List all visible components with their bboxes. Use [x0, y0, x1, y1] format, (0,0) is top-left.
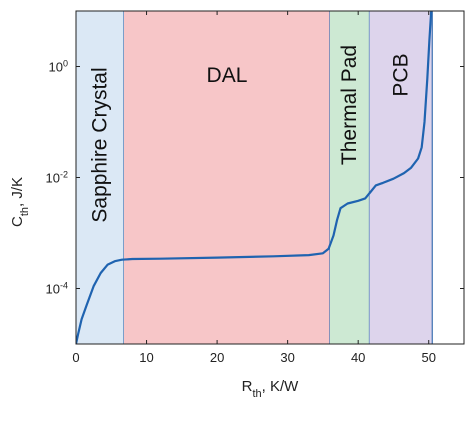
series-line: [76, 11, 433, 344]
x-tick-label: 40: [351, 350, 365, 365]
x-tick-label: 0: [72, 350, 79, 365]
y-axis-label: Cth, J/K: [9, 177, 31, 227]
x-tick-label: 10: [139, 350, 153, 365]
x-tick-label: 20: [210, 350, 224, 365]
region-band: [329, 11, 370, 344]
x-tick-label: 50: [421, 350, 435, 365]
series-group: [76, 11, 433, 344]
region-label: DAL: [207, 64, 248, 87]
y-axis: 10-4 10-2 100: [46, 59, 464, 297]
y-tick-label: 10-2: [46, 170, 68, 186]
region-band: [76, 11, 124, 344]
y-tick-label: 10-4: [46, 281, 68, 297]
x-axis: 0 10 20 30 40 50: [72, 11, 436, 365]
region-band: [369, 11, 433, 344]
region-band: [123, 11, 330, 344]
region-label: Thermal Pad: [338, 45, 361, 165]
region-label: Sapphire Crystal: [88, 67, 111, 222]
x-tick-label: 30: [280, 350, 294, 365]
x-axis-label: Rth, K/W: [242, 378, 300, 400]
region-label: PCB: [389, 53, 412, 96]
y-tick-label: 100: [49, 59, 68, 75]
region-bands: Sapphire Crystal DAL Thermal Pad PCB: [76, 11, 433, 344]
